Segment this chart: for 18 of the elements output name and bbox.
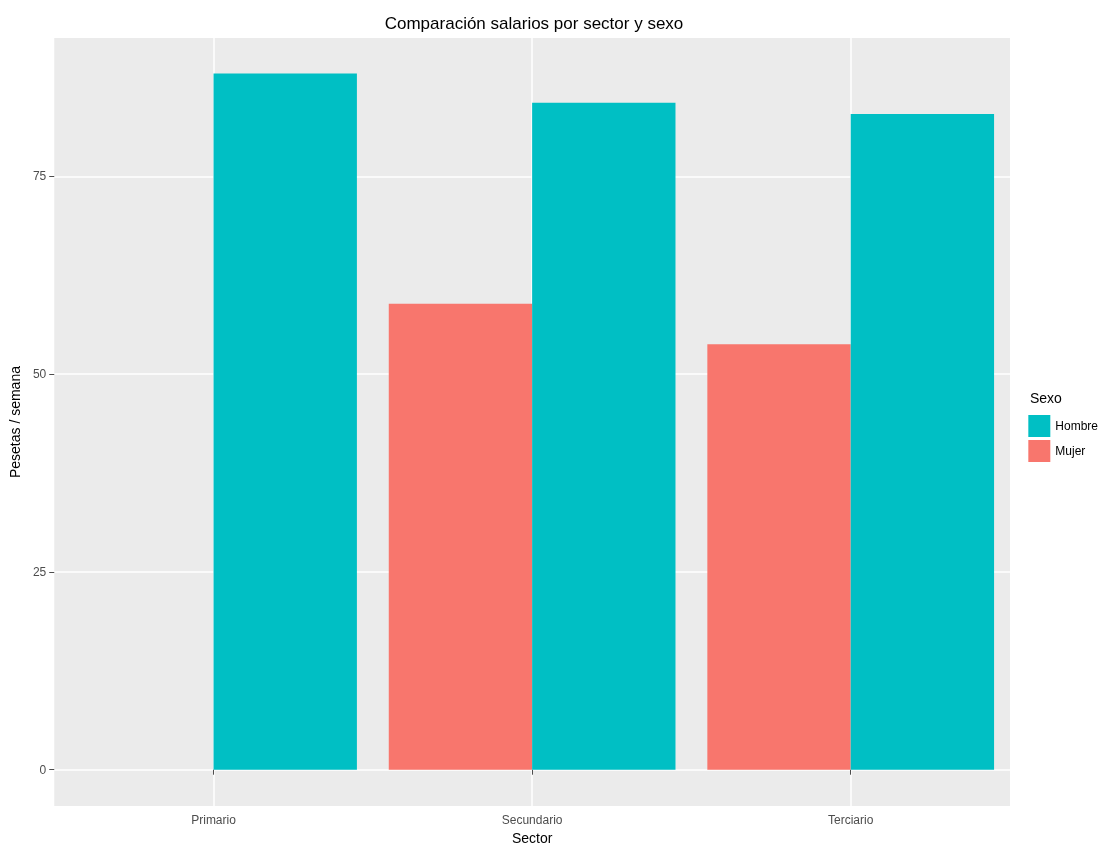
bar: [532, 102, 676, 770]
y-axis-title: Pesetas / semana: [7, 365, 23, 479]
legend-label: Hombre: [1055, 419, 1099, 433]
legend-title: Sexo: [1030, 390, 1063, 406]
x-tick-label: Primario: [191, 813, 237, 828]
chart-title: Comparación salarios por sector y sexo: [384, 14, 684, 33]
bar: [213, 73, 357, 770]
x-axis-title: Sector: [511, 830, 553, 846]
y-tick-label: 0: [39, 762, 47, 777]
bar: [388, 303, 533, 770]
legend-label: Mujer: [1055, 444, 1086, 458]
bar: [850, 113, 995, 770]
x-tick-label: Secundario: [501, 813, 563, 828]
bar: [707, 344, 851, 770]
y-tick-label: 50: [32, 367, 47, 382]
y-tick-label: 25: [32, 564, 47, 579]
x-tick-label: Terciario: [828, 813, 874, 828]
y-tick-label: 75: [32, 169, 47, 184]
